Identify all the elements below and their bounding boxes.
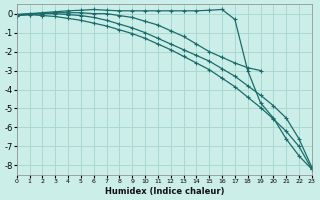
X-axis label: Humidex (Indice chaleur): Humidex (Indice chaleur) (105, 187, 224, 196)
